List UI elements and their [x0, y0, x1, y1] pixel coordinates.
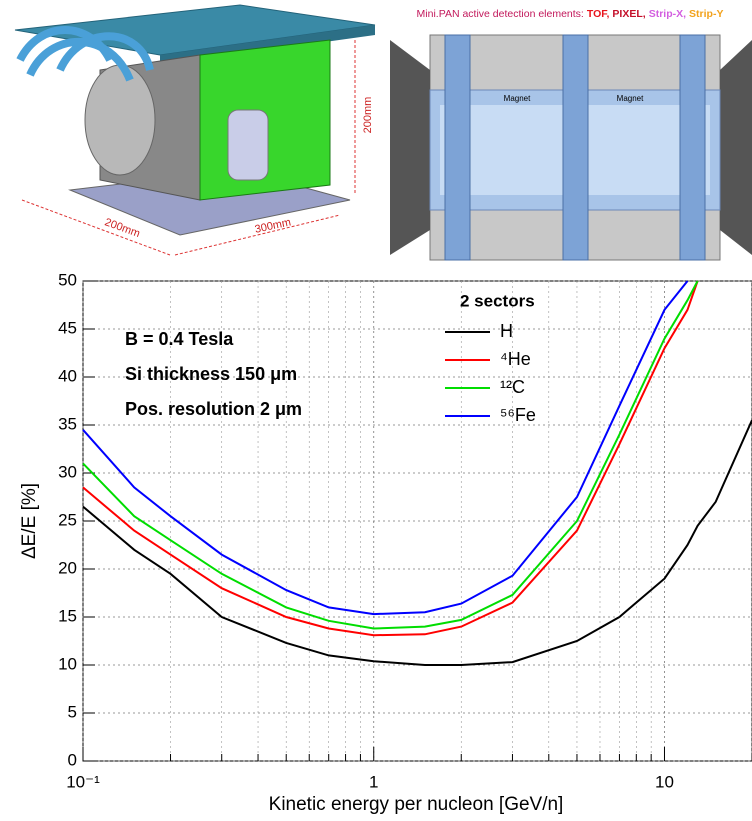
dimension-label: 200mm [103, 216, 142, 240]
magnet-label: Magnet [617, 94, 644, 103]
caption: Mini.PAN active detection elements: TOF, P… [417, 8, 724, 20]
plot: 0 5 10 15 20 25 30 35 40 45 50 10⁻¹ 1 10 Kinetic energ… [19, 270, 752, 815]
x-tick-label: 1 [369, 772, 378, 791]
magnet-label: Magnet [504, 94, 531, 103]
x-axis-label: Kinetic energy per nucleon [GeV/n] [269, 794, 564, 815]
caption-item: PIXEL, [612, 8, 645, 20]
dimension-label: 200mm [362, 97, 374, 134]
y-tick-label: 5 [68, 702, 77, 721]
y-axis-label: ΔE/E [%] [19, 483, 40, 559]
y-tick-label: 15 [58, 606, 77, 625]
series-line [82, 280, 689, 616]
caption-item: TOF, [587, 8, 610, 20]
legend-label: ¹²C [500, 377, 525, 397]
y-tick-label: 30 [58, 462, 77, 481]
series-line [82, 280, 699, 630]
caption-item: Strip-X, [649, 8, 686, 20]
legend-label: ⁴He [500, 349, 531, 369]
caption-text: Mini.PAN active detection elements: [417, 8, 584, 20]
legend-label: H [500, 321, 513, 341]
x-tick-label: 10 [655, 772, 674, 791]
instrument-drawing: 200mm 300mm 200mm [14, 4, 376, 256]
y-tick-label: 20 [58, 558, 77, 577]
annotation: B = 0.4 Tesla [125, 329, 234, 349]
cross-section-drawing: Mini.PAN active detection elements: TOF, P… [390, 8, 752, 261]
y-tick-label: 0 [68, 750, 77, 769]
legend-title: 2 sectors [460, 291, 535, 310]
legend-label: ⁵⁶Fe [500, 405, 536, 425]
annotation: Pos. resolution 2 μm [125, 399, 302, 419]
series-line [82, 419, 752, 666]
caption-item: Strip-Y [689, 8, 723, 20]
y-tick-label: 50 [58, 270, 77, 289]
y-tick-label: 45 [58, 318, 77, 337]
dimension-label: 300mm [254, 216, 292, 235]
y-tick-label: 40 [58, 366, 77, 385]
y-tick-label: 35 [58, 414, 77, 433]
y-tick-label: 10 [58, 654, 77, 673]
series-line [82, 280, 699, 637]
annotation: Si thickness 150 μm [125, 364, 297, 384]
y-tick-label: 25 [58, 510, 77, 529]
x-tick-label: 10⁻¹ [66, 772, 100, 791]
